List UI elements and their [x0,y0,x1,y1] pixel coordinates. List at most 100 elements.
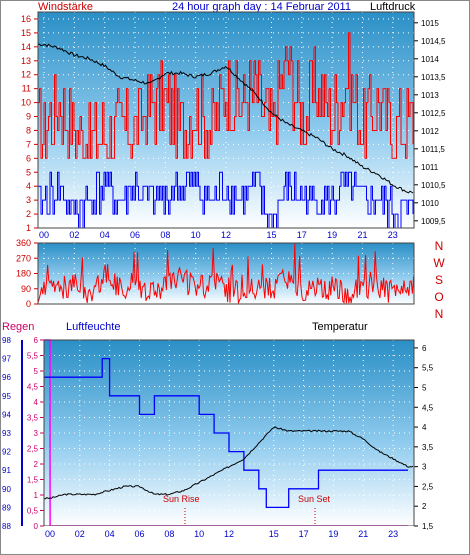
rain-tick-label: 1,5 [27,476,39,485]
temperature-tick-label: 5,5 [422,364,434,373]
panel-frame [37,242,415,305]
x-tick-label: 19 [328,529,338,539]
panel-frame [37,11,415,229]
panel-series [37,243,415,304]
x-tick-label: 19 [327,230,337,240]
humidity-axis-title: Luftfeuchte [66,321,120,333]
humidity-tick-label: 91 [2,466,11,475]
humidity-tick-label: 94 [2,410,11,419]
y-right-tick-label: 1014,5 [421,37,446,46]
temperature-tick-label: 2,5 [422,482,434,491]
x-tick-label: 15 [269,529,279,539]
y-left-tick-label: 7 [26,139,31,149]
y-right-tick-label: 1010 [421,199,439,208]
x-axis-strip [44,526,414,540]
y-left-tick-label: 14 [21,42,31,52]
pressure-axis-title: Luftdruck [370,1,416,13]
temperature-tick-label: 3 [422,463,427,472]
y-left-tick-label: 360 [16,238,31,248]
compass-letter: S [435,273,443,287]
y-right-tick-label: 1013,5 [421,73,446,82]
y-left-tick-label: 5 [26,167,31,177]
y-right-tick-label: 1009,5 [421,217,446,226]
wind-series [38,32,414,159]
panel-grid [38,242,414,305]
x-tick-label: 21 [358,529,368,539]
y-right-tick-label: 1015 [421,19,439,28]
panel-axes: 00 02 04 06 08 10 12 15 17 19 21 231234567891011121… [21,14,446,240]
panel-series [37,32,414,229]
temperature-tick-label: 4,5 [422,403,434,412]
humidity-tick-label: 89 [2,503,11,512]
humidity-tick-label: 98 [2,336,11,345]
direction-series [37,243,415,304]
rain-tick-label: 5 [34,367,39,376]
y-right-tick-label: 1012 [421,127,439,136]
x-tick-label: 12 [224,529,234,539]
x-tick-label: 04 [105,529,115,539]
rain-tick-label: 5,5 [27,352,39,361]
panel-axes: 0 0,5 1 1,5 2 2,5 3 3,5 4 4,5 5 5,5 6 88 89 90 91 92 93 94 9… [2,336,434,531]
x-tick-label: 23 [388,230,398,240]
y-left-tick-label: 4 [26,181,31,191]
temperature-tick-label: 4 [422,423,427,432]
rain-axis-title: Regen [2,321,34,333]
y-right-tick-label: 1011,5 [421,145,445,154]
rain-tick-label: 2,5 [27,445,39,454]
humidity-tick-label: 90 [2,485,11,494]
temperature-tick-label: 6 [422,344,427,353]
x-tick-label: 10 [191,230,201,240]
rain-tick-label: 3 [34,429,39,438]
y-left-tick-label: 8 [26,125,31,135]
x-tick-label: 08 [160,230,170,240]
temperature-axis-title: Temperatur [312,321,368,333]
x-tick-label: 00 [39,230,49,240]
graph-title: 24 hour graph day : 14 Februar 2011 [172,1,351,13]
x-tick-label: 15 [266,230,276,240]
temperature-tick-label: 3,5 [422,443,434,452]
y-left-tick-label: 11 [22,84,31,94]
humidity-tick-label: 96 [2,373,11,382]
temperature-tick-label: 2 [422,502,427,511]
y-right-tick-label: 1010,5 [421,181,446,190]
rain-tick-label: 3,5 [27,414,39,423]
temperature-tick-label: 5 [422,383,427,392]
pressure-series [37,43,414,194]
y-right-tick-label: 1013 [421,91,439,100]
x-tick-label: 02 [75,529,85,539]
y-left-tick-label: 16 [21,14,31,24]
y-right-tick-label: 1014 [421,55,439,64]
y-left-tick-label: 12 [21,70,31,80]
rain-tick-label: 0,5 [27,507,39,516]
y-left-tick-label: 180 [16,269,31,279]
rain-tick-label: 4 [34,398,39,407]
x-tick-label: 04 [100,230,110,240]
x-tick-label: 23 [388,529,398,539]
x-tick-label: 17 [297,230,307,240]
y-left-tick-label: 1 [26,223,31,233]
y-right-tick-label: 1012,5 [421,109,446,118]
compass-letter: O [434,290,443,304]
y-left-tick-label: 10 [21,98,31,108]
y-left-tick-label: 15 [21,28,31,38]
x-tick-label: 02 [69,230,79,240]
rain-tick-label: 4,5 [27,383,39,392]
gust-series [38,171,414,229]
humidity-tick-label: 95 [2,392,11,401]
y-right-tick-label: 1011 [421,163,439,172]
y-left-tick-label: 13 [21,56,31,66]
x-tick-label: 21 [357,230,367,240]
temperature-series [43,426,414,500]
compass-letter: N [435,307,444,321]
wind-pressure-panel: 00 02 04 06 08 10 12 15 17 19 21 231234567891011121… [21,11,446,240]
humidity-temperature-panel: Sun Rise Sun Set 0 0,5 1 1,5 2 2,5 3 3,5 4 4,5 5 5,… [2,336,434,531]
y-left-tick-label: 9 [26,112,31,122]
y-left-tick-label: 3 [26,195,31,205]
x-tick-label: 00 [45,529,55,539]
humidity-tick-label: 88 [2,522,11,531]
y-left-tick-label: 0 [26,299,31,309]
rain-tick-label: 1 [34,491,39,500]
humidity-series [44,357,408,509]
x-tick-label: 08 [164,529,174,539]
